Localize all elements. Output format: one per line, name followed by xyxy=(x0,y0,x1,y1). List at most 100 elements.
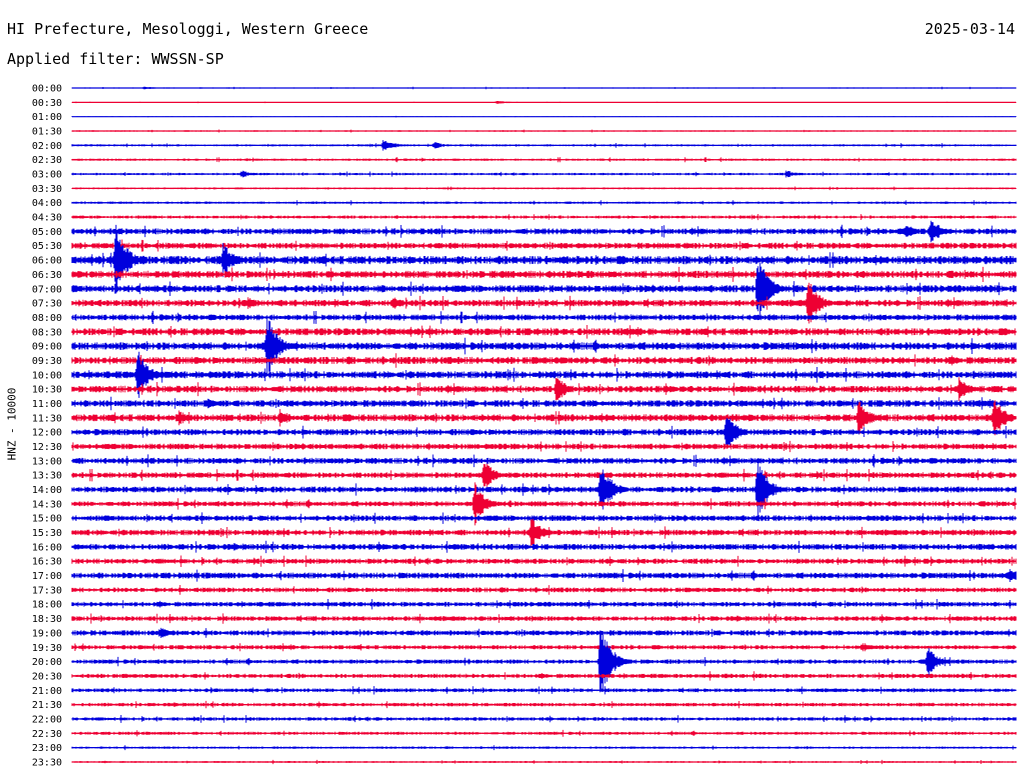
row-label: 16:30 xyxy=(32,557,62,568)
row-label: 09:30 xyxy=(32,356,62,367)
row-label: 10:30 xyxy=(32,385,62,396)
row-label: 14:00 xyxy=(32,485,62,496)
trace-row-1400 xyxy=(71,458,1017,521)
row-label: 19:30 xyxy=(32,643,62,654)
trace-row-0300 xyxy=(71,170,1017,178)
row-label: 17:00 xyxy=(32,571,62,582)
row-label: 06:30 xyxy=(32,270,62,281)
trace-row-2000 xyxy=(71,631,1017,692)
trace-row-2230 xyxy=(71,729,1017,737)
trace-row-0000 xyxy=(71,86,1017,90)
trace-row-0500 xyxy=(71,220,1017,243)
trace-row-0730 xyxy=(71,282,1017,324)
row-label: 00:00 xyxy=(32,84,62,95)
row-label: 20:00 xyxy=(32,657,62,668)
row-label: 03:00 xyxy=(32,170,62,181)
row-label: 04:00 xyxy=(32,198,62,209)
row-label: 23:00 xyxy=(32,743,62,754)
trace-row-1100 xyxy=(71,396,1017,411)
row-label: 08:30 xyxy=(32,327,62,338)
row-label: 12:00 xyxy=(32,428,62,439)
trace-row-2030 xyxy=(71,671,1017,681)
trace-row-2100 xyxy=(71,686,1017,695)
row-label: 21:00 xyxy=(32,686,62,697)
row-label: 01:30 xyxy=(32,127,62,138)
trace-row-0800 xyxy=(71,310,1017,324)
row-label: 15:00 xyxy=(32,514,62,525)
row-label: 22:00 xyxy=(32,714,62,725)
row-label: 04:30 xyxy=(32,213,62,224)
trace-row-1800 xyxy=(71,599,1017,610)
row-label: 21:30 xyxy=(32,700,62,711)
row-label: 08:00 xyxy=(32,313,62,324)
trace-row-1430 xyxy=(71,482,1017,526)
row-label: 11:30 xyxy=(32,413,62,424)
trace-row-0030 xyxy=(71,101,1017,104)
row-label: 12:30 xyxy=(32,442,62,453)
row-label: 10:00 xyxy=(32,370,62,381)
trace-row-0200 xyxy=(71,140,1017,151)
station-title: HI Prefecture, Mesologgi, Western Greece xyxy=(7,20,369,38)
row-label: 07:30 xyxy=(32,299,62,310)
trace-row-1200 xyxy=(71,418,1017,447)
trace-row-1700 xyxy=(71,569,1017,582)
trace-row-0600 xyxy=(71,226,1017,294)
trace-row-2200 xyxy=(71,715,1017,723)
row-label: 06:00 xyxy=(32,256,62,267)
trace-row-1630 xyxy=(71,555,1017,567)
trace-row-0330 xyxy=(71,186,1017,191)
trace-row-1500 xyxy=(71,512,1017,524)
trace-row-1300 xyxy=(71,454,1017,468)
row-label: 00:30 xyxy=(32,98,62,109)
row-label: 18:30 xyxy=(32,614,62,625)
trace-row-1830 xyxy=(71,613,1017,624)
row-label: 11:00 xyxy=(32,399,62,410)
row-label: 03:30 xyxy=(32,184,62,195)
row-label: 02:00 xyxy=(32,141,62,152)
row-label: 22:30 xyxy=(32,729,62,740)
row-label: 13:00 xyxy=(32,456,62,467)
traces xyxy=(71,86,1017,765)
row-labels: 00:00 00:30 01:00 01:30 02:00 02:30 03:00 03:30… xyxy=(32,84,62,769)
row-label: 23:30 xyxy=(32,757,62,768)
trace-row-1600 xyxy=(71,540,1017,554)
trace-row-0630 xyxy=(71,266,1017,282)
row-label: 09:00 xyxy=(32,342,62,353)
row-label: 02:30 xyxy=(32,155,62,166)
trace-row-1900 xyxy=(71,627,1017,638)
trace-row-0830 xyxy=(71,325,1017,339)
trace-row-1000 xyxy=(71,351,1017,398)
trace-row-0530 xyxy=(71,239,1017,252)
row-label: 14:30 xyxy=(32,499,62,510)
date-label: 2025-03-14 xyxy=(924,20,1015,38)
row-label: 15:30 xyxy=(32,528,62,539)
row-label: 01:00 xyxy=(32,112,62,123)
trace-row-0700 xyxy=(71,262,1017,315)
row-label: 05:30 xyxy=(32,241,62,252)
row-label: 20:30 xyxy=(32,671,62,682)
trace-row-0130 xyxy=(71,129,1017,133)
filter-label: Applied filter: WWSSN-SP xyxy=(7,50,224,68)
trace-row-1330 xyxy=(71,463,1017,487)
trace-row-2330 xyxy=(71,759,1017,765)
row-label: 16:00 xyxy=(32,542,62,553)
row-label: 18:00 xyxy=(32,600,62,611)
trace-row-1230 xyxy=(71,440,1017,453)
trace-row-0430 xyxy=(71,214,1017,221)
trace-row-1730 xyxy=(71,585,1017,595)
trace-row-1130 xyxy=(71,400,1017,436)
trace-row-2130 xyxy=(71,700,1017,709)
trace-row-1930 xyxy=(71,643,1017,652)
trace-row-1530 xyxy=(71,518,1017,547)
trace-row-2300 xyxy=(71,745,1017,751)
row-label: 07:00 xyxy=(32,284,62,295)
trace-row-0400 xyxy=(71,200,1017,206)
trace-row-0100 xyxy=(71,115,1017,118)
trace-row-0230 xyxy=(71,157,1017,163)
row-label: 13:30 xyxy=(32,471,62,482)
row-label: 05:00 xyxy=(32,227,62,238)
row-label: 19:00 xyxy=(32,628,62,639)
trace-row-1030 xyxy=(71,377,1017,401)
trace-row-0900 xyxy=(71,317,1017,376)
